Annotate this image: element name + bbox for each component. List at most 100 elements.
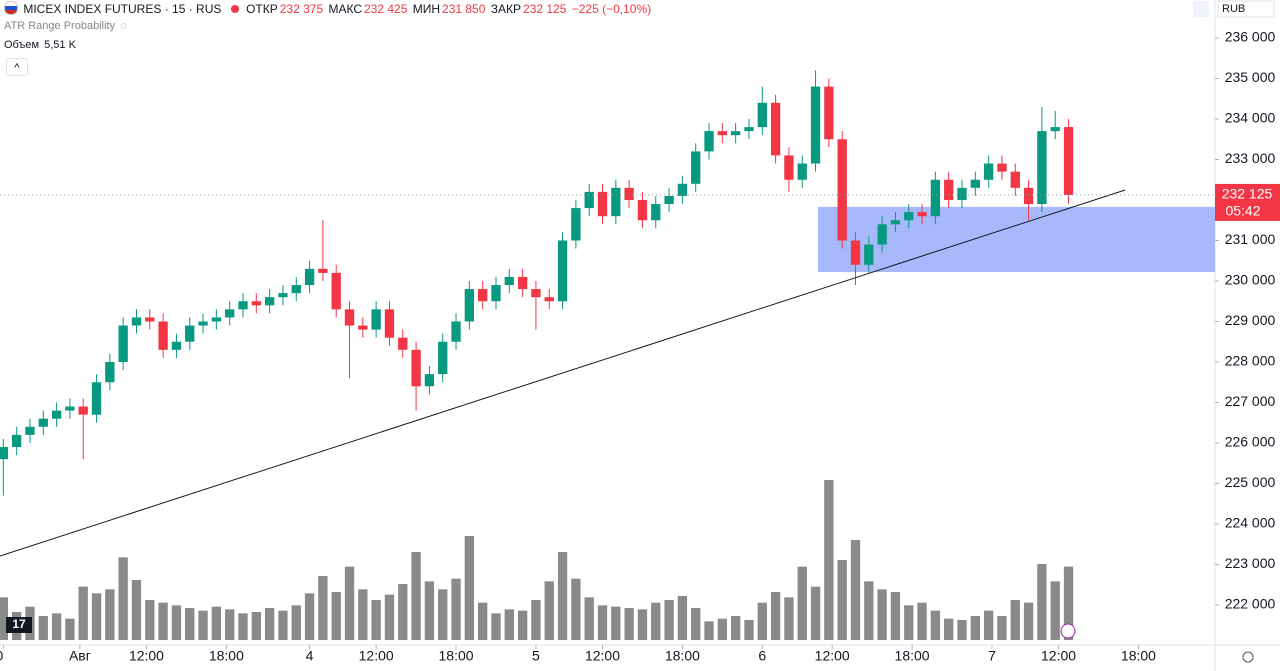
volume-bar (344, 566, 355, 640)
volume-bar (38, 616, 48, 640)
candle-body (504, 276, 514, 286)
volume-bar (251, 612, 261, 640)
candle-body (171, 341, 182, 350)
volume-bar (890, 592, 901, 640)
indicator-legend[interactable]: ATR Range Probability ◌ (4, 20, 129, 32)
candle-body (624, 187, 634, 200)
y-tick-label: 228 000 (1225, 353, 1276, 369)
volume-bar (597, 605, 608, 640)
volume-bar (983, 610, 994, 640)
volume-bar (584, 597, 594, 640)
candle-body (1037, 131, 1047, 205)
x-tick-label: 5 (532, 648, 540, 664)
candle-body (438, 341, 448, 375)
candle-body (691, 151, 701, 184)
toolbar-button[interactable] (1193, 1, 1209, 17)
candle-body (38, 418, 48, 427)
volume-bar (358, 589, 368, 640)
volume-bar (91, 593, 102, 640)
candle-body (584, 191, 594, 209)
candle-body (198, 321, 208, 326)
volume-bar (770, 592, 781, 640)
volume-bar (1037, 564, 1047, 640)
y-tick-label: 230 000 (1225, 272, 1276, 288)
volume-bar (704, 621, 714, 640)
volume-bar (624, 608, 634, 640)
volume-bar (904, 605, 914, 640)
volume-bar (531, 600, 541, 640)
volume-bar (171, 605, 182, 640)
candle-body (78, 406, 88, 415)
volume-bar (264, 608, 275, 640)
candle-body (451, 321, 461, 342)
candle-body (25, 426, 35, 435)
candle-body (717, 131, 728, 136)
y-tick-label: 235 000 (1225, 69, 1276, 85)
volume-bar (291, 605, 301, 640)
candle-body (91, 382, 102, 415)
volume-bar (664, 600, 674, 640)
volume-label: Объем (4, 39, 40, 51)
volume-bar (651, 602, 661, 640)
y-tick-label: 234 000 (1225, 110, 1276, 126)
candle-body (810, 86, 821, 164)
close: 232 125 (523, 2, 567, 16)
candle-body (770, 102, 781, 156)
volume-bar (930, 610, 941, 640)
volume-bar (1050, 581, 1060, 640)
candle-body (358, 325, 368, 330)
volume-bar (997, 616, 1007, 640)
candle-body (238, 301, 248, 310)
candle-body (211, 317, 222, 322)
candle-body (597, 191, 608, 217)
candle-body (344, 309, 355, 326)
volume-bar (371, 600, 381, 640)
candle-body (65, 406, 75, 411)
volume-bar (424, 581, 435, 640)
last-price-label: 232 125 (1222, 186, 1273, 202)
trendline (0, 189, 1126, 557)
x-tick-label: 18:00 (209, 648, 244, 664)
candle-body (118, 325, 128, 362)
low: 231 850 (442, 2, 486, 16)
candle-body (531, 289, 541, 298)
candle-body (371, 309, 381, 330)
flag (4, 1, 18, 15)
volume-bar (318, 576, 328, 640)
volume-bar (198, 610, 208, 640)
x-tick-label: 12:00 (585, 648, 620, 664)
x-tick-label: 7 (988, 648, 996, 664)
volume-bar (517, 610, 528, 640)
volume-value: 5,51 K (44, 39, 76, 51)
candle-body (478, 289, 488, 302)
volume-bar (571, 578, 581, 640)
y-tick-label: 231 000 (1225, 231, 1276, 247)
candle-body (411, 349, 421, 387)
volume-bar (1010, 600, 1020, 640)
volume-bar (810, 586, 821, 640)
volume-bar (797, 566, 807, 640)
symbol: MICEX INDEX FUTURES · 15 · RUS (23, 2, 222, 16)
volume-bar (278, 610, 288, 640)
volume-bar (970, 616, 980, 640)
last-price-box (1215, 183, 1280, 221)
volume-bar (331, 592, 341, 640)
candle-body (291, 285, 301, 294)
volume-bar (544, 581, 554, 640)
candle-body (145, 317, 155, 322)
settings-icon[interactable] (1242, 651, 1254, 663)
volume-bar (478, 602, 488, 640)
volume-bar (238, 613, 248, 640)
status-dot (230, 5, 239, 13)
candle-body (677, 183, 688, 196)
currency-button[interactable] (1217, 0, 1275, 18)
y-tick-label: 236 000 (1225, 29, 1276, 45)
event-icon[interactable] (1060, 623, 1076, 639)
collapse-button[interactable]: ^ (6, 58, 28, 76)
y-tick-label: 229 000 (1225, 312, 1276, 328)
x-tick-label: 12:00 (129, 648, 164, 664)
volume-bar (1063, 566, 1074, 640)
x-tick-label: 18:00 (895, 648, 930, 664)
